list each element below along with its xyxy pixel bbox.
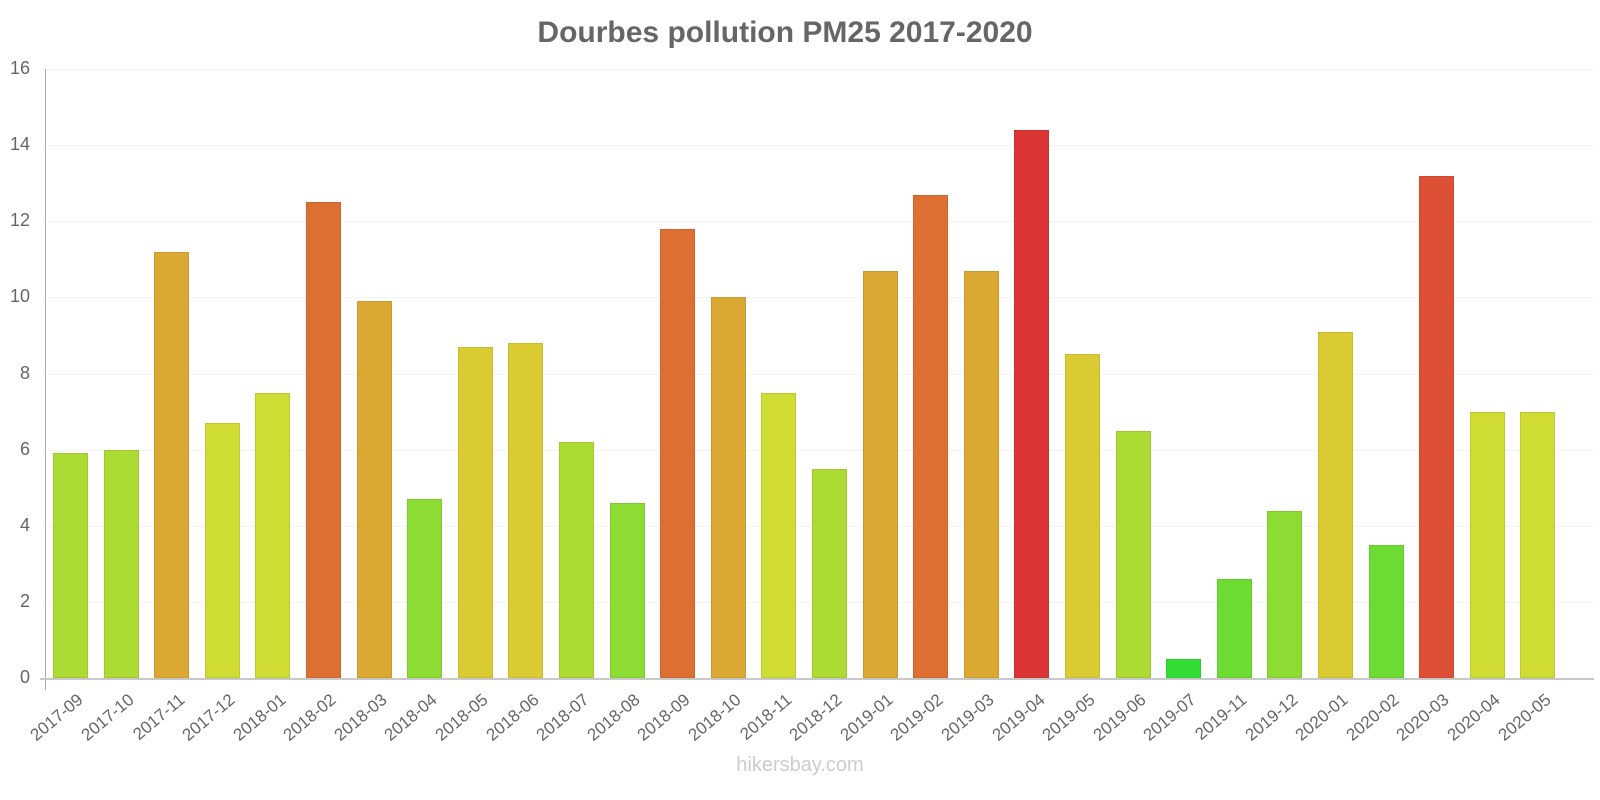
y-tick-label: 12 <box>9 210 30 231</box>
x-tick-label: 2020-01 <box>1291 690 1352 745</box>
chart-title: Dourbes pollution PM25 2017-2020 <box>537 16 1033 49</box>
bar-2019-03[interactable] <box>963 270 999 678</box>
y-tick-label: 16 <box>9 58 30 78</box>
x-tick-label: 2018-07 <box>532 690 593 745</box>
watermark: hikersbay.com <box>736 754 864 776</box>
bar-2017-09[interactable] <box>53 453 88 678</box>
bar-2019-06[interactable] <box>1115 430 1151 678</box>
bar-2018-10[interactable] <box>710 297 746 678</box>
x-tick-label: 2020-03 <box>1392 690 1453 745</box>
x-tick-label: 2019-03 <box>937 690 998 745</box>
x-tick-label: 2020-04 <box>1443 690 1504 745</box>
x-tick-label: 2019-04 <box>988 690 1049 745</box>
x-tick-label: 2018-11 <box>736 690 796 744</box>
x-tick-label: 2019-11 <box>1191 690 1251 744</box>
x-tick-label: 2017-12 <box>178 690 239 745</box>
x-tick-label: 2019-07 <box>1139 690 1200 745</box>
bar-2019-04[interactable] <box>1014 129 1050 678</box>
gridline <box>46 221 1594 223</box>
bar-2017-10[interactable] <box>103 449 139 678</box>
x-tick-label: 2018-04 <box>380 690 441 745</box>
x-tick-label: 2018-12 <box>785 690 846 745</box>
bar-2019-05[interactable] <box>1065 354 1100 678</box>
bar-2019-02[interactable] <box>913 194 949 678</box>
x-tick-label: 2018-01 <box>229 690 290 745</box>
y-tick-label: 4 <box>19 514 30 535</box>
x-tick-label: 2019-02 <box>886 690 947 745</box>
gridline <box>46 297 1594 299</box>
x-tick-label: 2018-09 <box>633 690 694 745</box>
gridline <box>46 69 1594 70</box>
gridline <box>46 145 1594 147</box>
x-tick-label: 2018-10 <box>684 690 745 745</box>
bar-2018-02[interactable] <box>306 202 341 678</box>
x-tick-label: 2020-02 <box>1342 690 1403 745</box>
y-tick-label: 14 <box>9 134 30 155</box>
y-tick-label: 6 <box>19 438 30 459</box>
bar-2020-03[interactable] <box>1419 175 1455 678</box>
bar-2018-06[interactable] <box>508 343 544 678</box>
x-tick-label: 2019-12 <box>1241 690 1302 745</box>
bar-2019-01[interactable] <box>862 270 898 678</box>
bar-2018-03[interactable] <box>356 301 392 678</box>
y-tick-label: 10 <box>9 286 30 307</box>
bar-2020-02[interactable] <box>1368 544 1404 678</box>
bar-2018-04[interactable] <box>407 499 443 678</box>
y-tick-label: 0 <box>19 667 30 687</box>
bar-2018-11[interactable] <box>761 392 797 678</box>
bar-2020-05[interactable] <box>1520 411 1556 678</box>
bar-2020-01[interactable] <box>1318 331 1353 678</box>
x-tick-label: 2019-05 <box>1038 690 1099 745</box>
x-tick-label: 2018-03 <box>330 690 391 745</box>
bar-2018-07[interactable] <box>559 442 594 678</box>
plot-area <box>46 69 1594 678</box>
gridline <box>46 449 1594 451</box>
x-axis-line <box>40 678 1594 680</box>
bar-2019-11[interactable] <box>1216 579 1252 678</box>
x-tick-label: 2018-08 <box>583 690 644 745</box>
x-tick-label: 2018-05 <box>431 690 492 745</box>
x-tick-label: 2017-11 <box>128 690 188 744</box>
gridline <box>46 373 1594 375</box>
y-tick-label: 8 <box>19 362 30 383</box>
x-tick-label: 2018-06 <box>482 690 543 745</box>
bar-2018-05[interactable] <box>457 346 493 678</box>
bar-2019-12[interactable] <box>1267 510 1303 678</box>
y-axis-line <box>45 69 46 690</box>
bar-2018-08[interactable] <box>609 502 645 678</box>
bar-2018-01[interactable] <box>255 392 291 678</box>
x-tick-label: 2017-09 <box>26 690 87 745</box>
x-tick-label: 2018-02 <box>279 690 340 745</box>
bar-2017-12[interactable] <box>204 422 240 678</box>
bar-2017-11[interactable] <box>154 251 190 678</box>
x-tick-label: 2019-01 <box>836 690 897 745</box>
bar-2018-12[interactable] <box>812 468 847 678</box>
x-tick-label: 2017-10 <box>77 690 138 745</box>
bar-2018-09[interactable] <box>660 228 696 678</box>
bar-2020-04[interactable] <box>1469 411 1505 678</box>
x-tick-label: 2019-06 <box>1089 690 1150 745</box>
x-tick-label: 2020-05 <box>1494 690 1555 745</box>
bar-2019-07[interactable] <box>1166 658 1202 678</box>
y-tick-label: 2 <box>19 590 30 611</box>
